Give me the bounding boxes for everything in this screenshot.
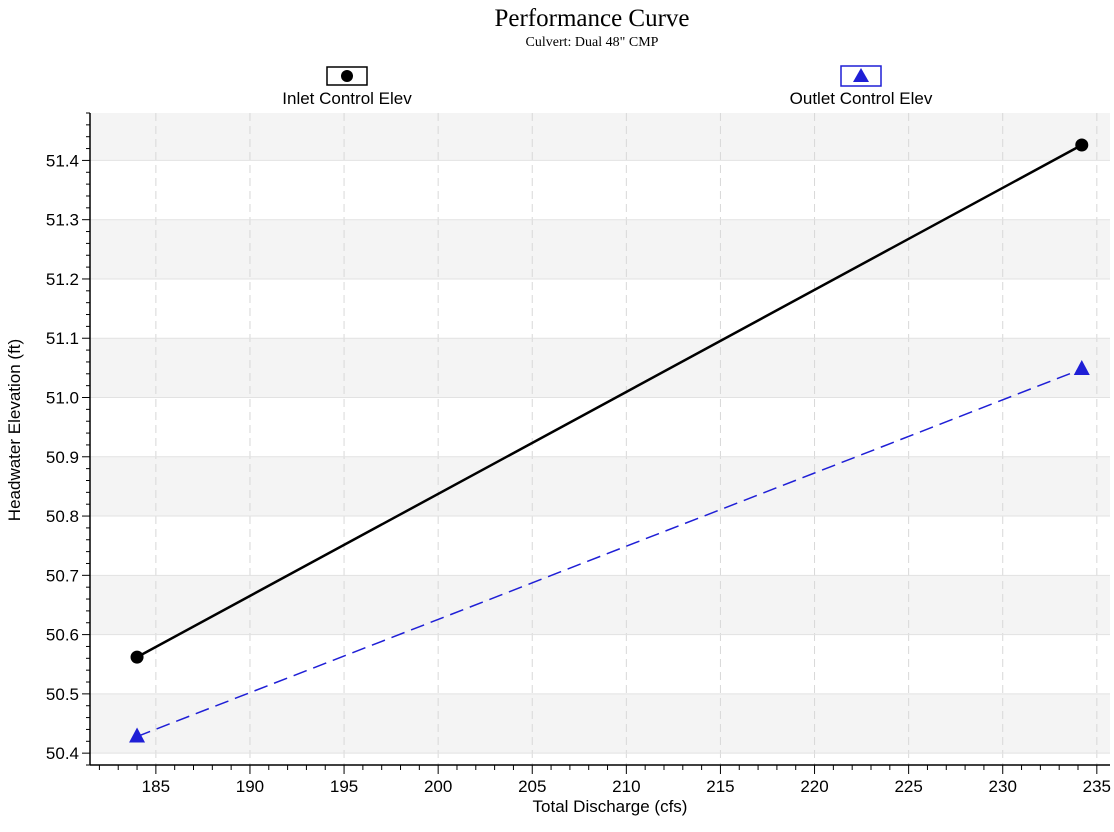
plot-area — [90, 113, 1110, 765]
y-tick-label: 50.5 — [46, 685, 79, 704]
band — [90, 693, 1110, 754]
y-tick-label: 51.2 — [46, 270, 79, 289]
series-line-inlet — [136, 143, 1083, 659]
x-tick-label: 185 — [142, 777, 170, 796]
band — [90, 219, 1110, 279]
grid-lines — [90, 113, 1110, 765]
x-tick-label: 200 — [424, 777, 452, 796]
band — [90, 575, 1110, 635]
x-tick-label: 210 — [612, 777, 640, 796]
data-point-outlet — [1073, 360, 1090, 376]
axes: 50.4 50.5 50.6 50.7 50.8 50.9 51.0 51.1 51.2 51.3… — [46, 112, 1111, 796]
x-tick-label: 220 — [800, 777, 828, 796]
y-tick-label: 50.7 — [46, 566, 79, 585]
data-point-outlet — [129, 727, 146, 743]
x-axis-label: Total Discharge (cfs) — [533, 797, 688, 816]
plot-background-bands — [90, 113, 1110, 765]
series-line-outlet — [136, 368, 1083, 738]
x-tick-label: 225 — [894, 777, 922, 796]
x-tick-label: 190 — [236, 777, 264, 796]
y-tick-label: 50.4 — [46, 744, 79, 763]
data-point-inlet — [130, 650, 144, 664]
legend-marker-inlet — [341, 70, 353, 82]
data-point-inlet — [1075, 138, 1089, 152]
series-layer — [129, 138, 1090, 743]
y-tick-label: 51.1 — [46, 329, 79, 348]
y-tick-label: 51.0 — [46, 389, 79, 408]
legend-label-outlet: Outlet Control Elev — [790, 89, 933, 108]
band — [90, 456, 1110, 517]
y-tick-label: 50.9 — [46, 448, 79, 467]
y-tick-label: 51.4 — [46, 151, 79, 170]
y-axis-label: Headwater Elevation (ft) — [5, 339, 24, 521]
y-tick-label: 51.3 — [46, 211, 79, 230]
y-tick-label: 50.8 — [46, 507, 79, 526]
legend-label-inlet: Inlet Control Elev — [282, 89, 412, 108]
x-tick-label: 230 — [989, 777, 1017, 796]
chart-title: Performance Curve — [494, 5, 689, 32]
band — [90, 113, 1110, 161]
chart-subtitle: Culvert: Dual 48" CMP — [526, 35, 659, 50]
legend: Inlet Control Elev Outlet Control Elev — [282, 65, 933, 108]
x-tick-label: 215 — [706, 777, 734, 796]
y-tick-label: 50.6 — [46, 626, 79, 645]
x-tick-label: 235 — [1083, 777, 1111, 796]
legend-marker-outlet — [853, 68, 869, 82]
band — [90, 338, 1110, 398]
x-tick-label: 195 — [330, 777, 358, 796]
x-tick-label: 205 — [518, 777, 546, 796]
